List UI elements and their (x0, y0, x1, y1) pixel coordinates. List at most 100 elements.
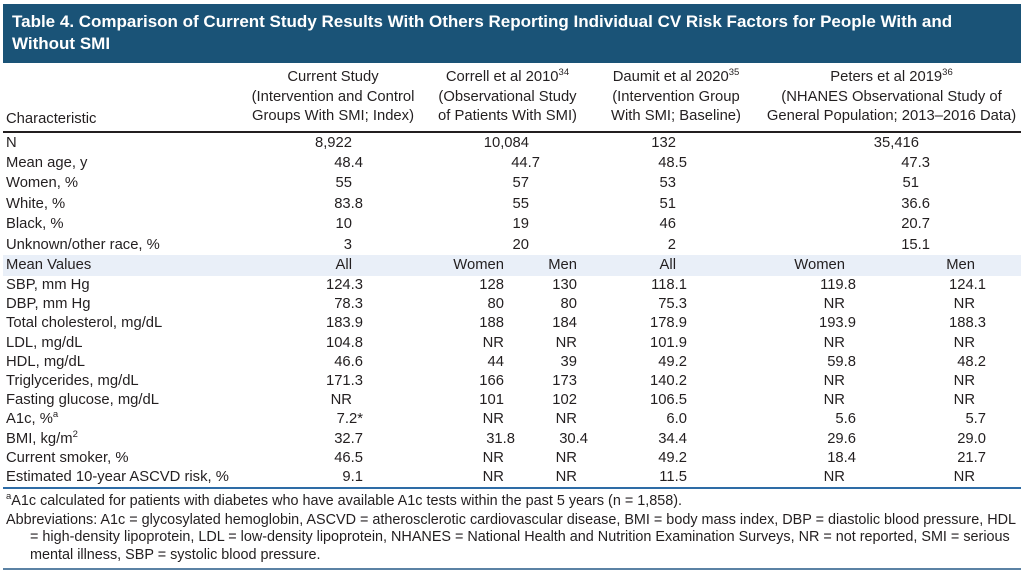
col-header-current-study: Current Study (Intervention and Control … (241, 66, 425, 132)
cell-value: 104.8 (325, 334, 363, 351)
cell-current-study: 55 (335, 175, 352, 192)
cell-value: 188 (479, 315, 504, 332)
table-row: LDL, mg/dL 104.8 NR NR 101.9 NR NR (3, 334, 1021, 353)
header-line: (NHANES Observational Study of (781, 88, 1002, 105)
cell-value: 78.3 (334, 296, 363, 313)
table-row: Women, % 55 57 53 51 (3, 173, 1021, 193)
cell-daumit: 51 (659, 195, 676, 212)
cell-value: NR (330, 392, 352, 409)
cell-value: 166 (479, 372, 504, 389)
row-label: Estimated 10-year ASCVD risk, % (6, 468, 229, 485)
cell-value: NR (555, 411, 577, 428)
demographics-section: N 8,922 10,084 132 35,416 Mean age, y 48.4 44.7… (3, 132, 1021, 255)
subcolumn-header: All (241, 254, 425, 276)
cell-value: NR (823, 372, 845, 389)
cell-correll: 19 (512, 216, 529, 233)
cell-value: NR (953, 392, 976, 409)
cell-value: NR (953, 296, 976, 313)
row-label: Fasting glucose, mg/dL (6, 392, 159, 409)
label-superscript: a (52, 409, 59, 421)
cell-value: 119.8 (820, 276, 856, 293)
cell-value: 31.8 (486, 430, 515, 447)
cell-value: 59.8 (827, 353, 856, 370)
cell-value: NR (823, 468, 845, 485)
cell-peters: 15.1 (901, 236, 931, 253)
cell-value: 80 (560, 296, 577, 313)
cell-value: 29.0 (957, 430, 987, 447)
cell-daumit: 2 (667, 236, 676, 253)
cell-value: NR (482, 411, 504, 428)
table-row: White, % 83.8 55 51 36.6 (3, 194, 1021, 214)
cell-value: 9.1 (342, 468, 363, 485)
subcolumn-header: All (590, 254, 762, 276)
row-label: Mean Values (3, 254, 241, 276)
cell-value: NR (555, 468, 577, 485)
table-title-line-1: Table 4. Comparison of Current Study Res… (12, 12, 953, 31)
cell-peters: 35,416 (873, 134, 920, 151)
cell-current-study: 8,922 (314, 134, 352, 151)
cell-value: 101.9 (649, 334, 687, 351)
cell-correll: 20 (512, 236, 529, 253)
cell-value: NR (482, 334, 504, 351)
col-header-correll: Correll et al 201034 (Observational Stud… (425, 66, 590, 132)
subcolumn-header: Men (866, 254, 1022, 276)
col-header-peters: Peters et al 201936 (NHANES Observationa… (762, 66, 1021, 132)
cell-value: NR (823, 334, 845, 351)
table-footnotes: aA1c calculated for patients with diabet… (3, 491, 1021, 571)
cell-value: 6.0 (666, 411, 687, 428)
table-row: Unknown/other race, % 3 20 2 15.1 (3, 235, 1021, 255)
reference-superscript: 34 (558, 67, 570, 79)
table-row: Mean age, y 48.4 44.7 48.5 47.3 (3, 153, 1021, 173)
header-line: Daumit et al 202035 (612, 67, 740, 85)
cell-value: 46.5 (334, 449, 363, 466)
table-row: Fasting glucose, mg/dL NR 101 102 106.5 NR NR (3, 391, 1021, 410)
header-line: General Population; 2013–2016 Data) (766, 108, 1017, 124)
header-line: (Observational Study (438, 88, 577, 105)
cell-value: 124.1 (948, 276, 987, 293)
cell-value: NR (953, 372, 976, 389)
table-row: Mean Values All Women Men All Women Men (3, 254, 1022, 276)
row-label: LDL, mg/dL (6, 334, 83, 351)
subcolumn-header: Women (425, 254, 519, 276)
footnote-a-marker: a (6, 491, 12, 503)
abbreviations-note: Abbreviations: A1c = glycosylated hemogl… (6, 511, 1016, 563)
cell-value: 49.2 (658, 449, 687, 466)
row-label: Current smoker, % (6, 449, 129, 466)
cell-value: NR (482, 468, 504, 485)
row-label: SBP, mm Hg (6, 276, 90, 293)
col-header-characteristic: Characteristic (6, 110, 97, 127)
cell-value: 30.4 (559, 430, 588, 447)
mean-values-band: Mean Values All Women Men All Women Men (3, 254, 1022, 276)
footnote-a: aA1c calculated for patients with diabet… (3, 491, 1021, 511)
row-label: Unknown/other race, % (6, 236, 160, 253)
cell-value: NR (555, 449, 577, 466)
cell-value: 183.9 (325, 315, 363, 332)
cell-value: 130 (552, 276, 577, 293)
cell-value: 80 (487, 296, 504, 313)
cell-peters: 36.6 (901, 195, 931, 212)
cell-daumit: 48.5 (658, 154, 687, 171)
cell-value: NR (555, 334, 577, 351)
header-line: of Patients With SMI) (438, 108, 577, 124)
cell-value: NR (823, 296, 845, 313)
reference-superscript: 36 (942, 67, 953, 79)
cell-value: 128 (479, 276, 504, 293)
column-header-row: Characteristic Current Study (Interventi… (3, 66, 1022, 132)
cell-value: 39 (560, 353, 577, 370)
cell-value: 21.7 (957, 449, 987, 466)
cell-value: NR (953, 468, 976, 485)
cell-correll: 10,084 (483, 134, 529, 151)
bottom-rule (3, 568, 1021, 571)
header-line: Groups With SMI; Index) (252, 108, 414, 124)
row-label: BMI, kg/m2 (6, 428, 78, 447)
cell-current-study: 48.4 (334, 154, 363, 171)
header-line: (Intervention and Control (251, 88, 415, 105)
comparison-table: Characteristic Current Study (Interventi… (3, 66, 1022, 490)
subcolumn-header: Men (519, 254, 590, 276)
cell-value: 184 (552, 315, 577, 332)
row-label: Women, % (6, 175, 79, 192)
table-row: Black, % 10 19 46 20.7 (3, 214, 1021, 234)
cell-value: 5.6 (835, 411, 856, 428)
cell-value: 29.6 (827, 430, 856, 447)
table-row: DBP, mm Hg 78.3 80 80 75.3 NR NR (3, 295, 1021, 314)
